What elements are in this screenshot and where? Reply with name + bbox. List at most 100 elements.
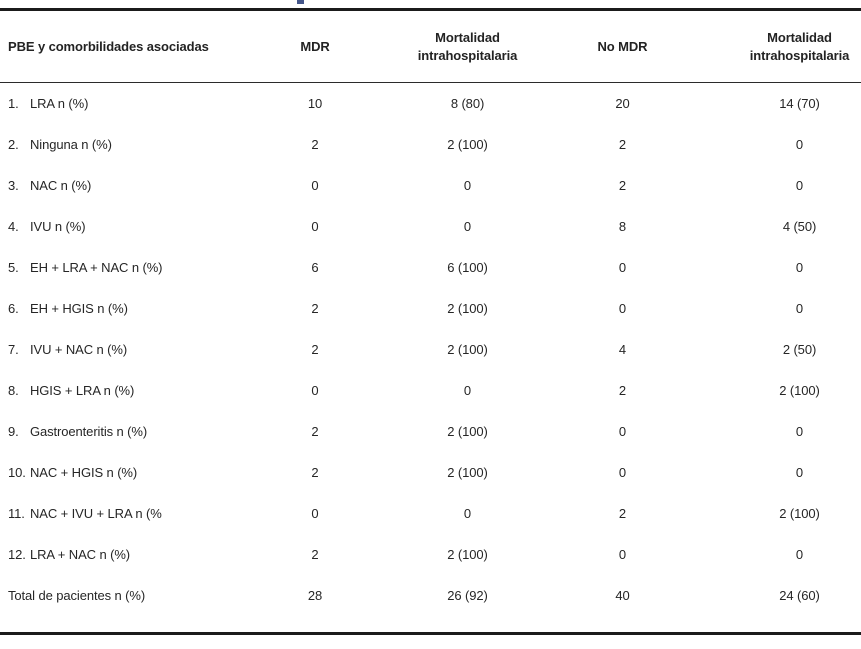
header-mortality-mdr: Mortalidad intrahospitalaria xyxy=(390,11,545,83)
row-number: 6. xyxy=(8,301,19,316)
row-number: 4. xyxy=(8,219,19,234)
table-row: 8. HGIS + LRA n (%) 0 0 2 2 (100) xyxy=(0,370,861,411)
no-mdr-value: 8 xyxy=(618,219,627,234)
row-number: 12. xyxy=(8,547,26,562)
mortality-no-mdr-value: 0 xyxy=(795,178,804,193)
row-label-cell: 10. NAC + HGIS n (%) xyxy=(0,452,240,493)
header-row: PBE y comorbilidades asociadas MDR Morta… xyxy=(0,11,861,83)
mortality-no-mdr-value: 0 xyxy=(795,547,804,562)
row-label: Ninguna n (%) xyxy=(30,137,112,152)
no-mdr-value: 0 xyxy=(618,547,627,562)
row-number: 3. xyxy=(8,178,19,193)
header-pbe-comorbidities: PBE y comorbilidades asociadas xyxy=(0,11,240,83)
mortality-mdr-value: 26 (92) xyxy=(447,588,488,603)
no-mdr-value: 2 xyxy=(618,137,627,152)
mortality-no-mdr-value: 24 (60) xyxy=(779,588,820,603)
row-label: Gastroenteritis n (%) xyxy=(30,424,148,439)
row-label-cell: 1. LRA n (%) xyxy=(0,83,240,125)
table-row: 2. Ninguna n (%) 2 2 (100) 2 0 xyxy=(0,124,861,165)
row-number: 10. xyxy=(8,465,26,480)
mdr-value: 6 xyxy=(311,260,319,275)
mortality-mdr-value: 0 xyxy=(463,178,472,193)
table-body: 1. LRA n (%) 10 8 (80) 20 14 (70) 2. Ningu… xyxy=(0,83,861,617)
row-label-cell: 2. Ninguna n (%) xyxy=(0,124,240,165)
row-label: IVU + NAC n (%) xyxy=(30,342,128,357)
no-mdr-value: 0 xyxy=(618,260,627,275)
row-label: LRA n (%) xyxy=(30,96,89,111)
mortality-mdr-value: 0 xyxy=(463,383,472,398)
cropped-text-artifact xyxy=(297,0,304,4)
mortality-mdr-value: 2 (100) xyxy=(447,465,488,480)
mortality-mdr-value: 0 xyxy=(463,506,472,521)
table-row: 10. NAC + HGIS n (%) 2 2 (100) 0 0 xyxy=(0,452,861,493)
row-number: 5. xyxy=(8,260,19,275)
row-number: 9. xyxy=(8,424,19,439)
row-label-cell: 5. EH + LRA + NAC n (%) xyxy=(0,247,240,288)
row-label-cell: 12. LRA + NAC n (%) xyxy=(0,534,240,575)
no-mdr-value: 4 xyxy=(618,342,627,357)
table-row: 4. IVU n (%) 0 0 8 4 (50) xyxy=(0,206,861,247)
row-number: 2. xyxy=(8,137,19,152)
bottom-rule xyxy=(0,632,861,635)
mortality-mdr-value: 2 (100) xyxy=(447,547,488,562)
mortality-no-mdr-value: 0 xyxy=(795,260,804,275)
mortality-no-mdr-value: 2 (50) xyxy=(782,342,817,357)
row-number: 7. xyxy=(8,342,19,357)
row-number: 8. xyxy=(8,383,19,398)
row-label: Total de pacientes n (%) xyxy=(8,588,146,603)
header-no-mdr: No MDR xyxy=(545,11,700,83)
mortality-mdr-value: 6 (100) xyxy=(447,260,488,275)
no-mdr-value: 0 xyxy=(618,465,627,480)
mortality-no-mdr-value: 0 xyxy=(795,465,804,480)
row-number: 11. xyxy=(8,506,25,521)
row-label-cell: 11. NAC + IVU + LRA n (% xyxy=(0,493,240,534)
mortality-no-mdr-value: 2 (100) xyxy=(779,383,820,398)
table-header: PBE y comorbilidades asociadas MDR Morta… xyxy=(0,11,861,83)
row-label-cell: 9. Gastroenteritis n (%) xyxy=(0,411,240,452)
table-row: 1. LRA n (%) 10 8 (80) 20 14 (70) xyxy=(0,83,861,125)
mdr-value: 2 xyxy=(311,424,319,439)
mortality-mdr-value: 2 (100) xyxy=(447,301,488,316)
comorbidity-mortality-table: PBE y comorbilidades asociadas MDR Morta… xyxy=(0,11,861,616)
no-mdr-value: 2 xyxy=(618,178,627,193)
table-row: 5. EH + LRA + NAC n (%) 6 6 (100) 0 0 xyxy=(0,247,861,288)
row-label-cell: 7. IVU + NAC n (%) xyxy=(0,329,240,370)
mdr-value: 2 xyxy=(311,301,319,316)
mdr-value: 0 xyxy=(311,506,319,521)
mortality-no-mdr-value: 0 xyxy=(795,424,804,439)
mortality-no-mdr-value: 2 (100) xyxy=(779,506,820,521)
row-label: NAC + IVU + LRA n (% xyxy=(30,506,162,521)
table-row-total: Total de pacientes n (%) 28 26 (92) 40 2… xyxy=(0,575,861,616)
mdr-value: 0 xyxy=(311,383,319,398)
mortality-no-mdr-value: 0 xyxy=(795,301,804,316)
header-mdr: MDR xyxy=(240,11,390,83)
table-row: 11. NAC + IVU + LRA n (% 0 0 2 2 (100) xyxy=(0,493,861,534)
mortality-no-mdr-value: 0 xyxy=(795,137,804,152)
table-row: 9. Gastroenteritis n (%) 2 2 (100) 0 0 xyxy=(0,411,861,452)
mdr-value: 0 xyxy=(311,178,319,193)
no-mdr-value: 0 xyxy=(618,424,627,439)
row-label-cell: 3. NAC n (%) xyxy=(0,165,240,206)
mortality-no-mdr-value: 14 (70) xyxy=(779,96,820,111)
table-row: 7. IVU + NAC n (%) 2 2 (100) 4 2 (50) xyxy=(0,329,861,370)
row-label: LRA + NAC n (%) xyxy=(30,547,131,562)
mortality-no-mdr-value: 4 (50) xyxy=(782,219,817,234)
table-row: 6. EH + HGIS n (%) 2 2 (100) 0 0 xyxy=(0,288,861,329)
row-label: NAC + HGIS n (%) xyxy=(30,465,138,480)
mortality-mdr-value: 2 (100) xyxy=(447,137,488,152)
row-label: NAC n (%) xyxy=(30,178,92,193)
row-label: IVU n (%) xyxy=(30,219,86,234)
row-label-cell: 8. HGIS + LRA n (%) xyxy=(0,370,240,411)
header-mortality-no-mdr: Mortalidad intrahospitalaria xyxy=(700,11,861,83)
no-mdr-value: 40 xyxy=(615,588,630,603)
mdr-value: 2 xyxy=(311,547,319,562)
mortality-mdr-value: 0 xyxy=(463,219,472,234)
mdr-value: 2 xyxy=(311,342,319,357)
row-label: EH + HGIS n (%) xyxy=(30,301,128,316)
no-mdr-value: 2 xyxy=(618,383,627,398)
mortality-mdr-value: 2 (100) xyxy=(447,424,488,439)
row-label: HGIS + LRA n (%) xyxy=(30,383,135,398)
mdr-value: 0 xyxy=(311,219,319,234)
table-row: 12. LRA + NAC n (%) 2 2 (100) 0 0 xyxy=(0,534,861,575)
